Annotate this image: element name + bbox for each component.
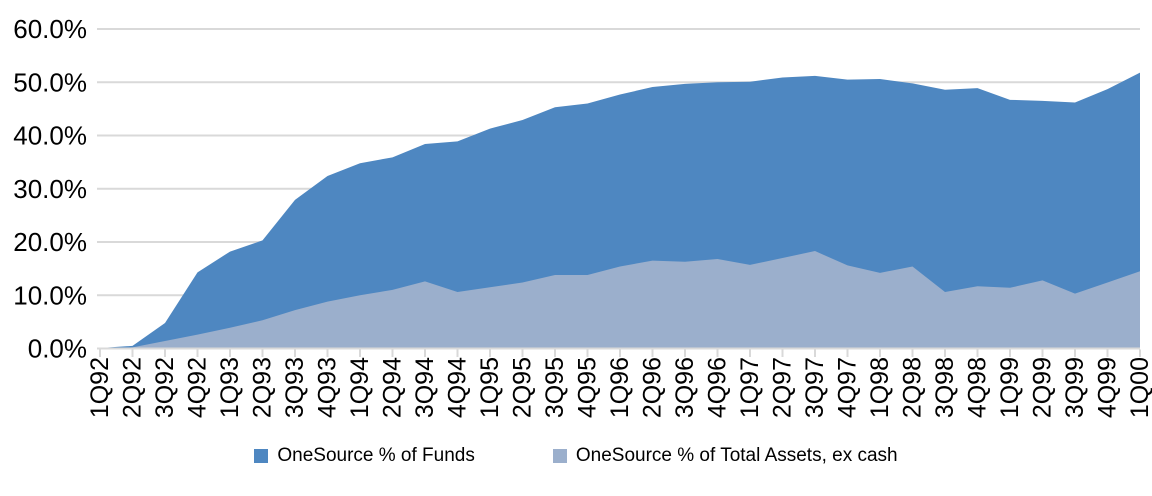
x-tick-label: 4Q92 (184, 357, 212, 418)
x-tick-label: 2Q97 (769, 357, 797, 418)
y-tick-label: 40.0% (13, 121, 87, 151)
x-tick-label: 3Q96 (671, 357, 699, 418)
x-tick-label: 3Q97 (801, 357, 829, 418)
area-chart: 0.0%10.0%20.0%30.0%40.0%50.0%60.0%1Q92 2Q… (13, 14, 1152, 418)
series-area-assets (100, 251, 1140, 349)
x-tick-label: 4Q97 (834, 357, 862, 418)
legend-swatch-assets-icon (552, 449, 567, 463)
x-tick-label: 4Q93 (314, 357, 342, 418)
x-tick-label: 1Q96 (606, 357, 634, 418)
x-tick-label: 1Q98 (866, 357, 894, 418)
x-tick-label: 2Q93 (249, 357, 277, 418)
legend-label-funds: OneSource % of Funds (277, 445, 475, 466)
legend-item-assets: OneSource % of Total Assets, ex cash (552, 445, 898, 467)
y-tick-label: 10.0% (13, 280, 87, 310)
x-tick-label: 1Q97 (736, 357, 764, 418)
legend-label-assets: OneSource % of Total Assets, ex cash (575, 445, 898, 466)
legend-swatch-funds-icon (254, 449, 269, 463)
x-tick-label: 3Q95 (541, 357, 569, 418)
x-tick-label: 1Q00 (1126, 357, 1152, 418)
x-tick-label: 4Q95 (574, 357, 602, 418)
x-tick-label: 3Q94 (411, 357, 439, 418)
x-tick-label: 2Q98 (899, 357, 927, 418)
x-tick-label: 1Q95 (476, 357, 504, 418)
y-tick-label: 60.0% (13, 14, 87, 44)
y-tick-label: 20.0% (13, 227, 87, 257)
x-tick-label: 3Q92 (151, 357, 179, 418)
legend-item-funds: OneSource % of Funds (254, 445, 475, 467)
x-tick-label: 1Q92 (86, 357, 114, 418)
x-tick-label: 2Q92 (119, 357, 147, 418)
chart-legend: OneSource % of Funds OneSource % of Tota… (0, 441, 1152, 471)
x-tick-label: 1Q93 (216, 357, 244, 418)
x-tick-label: 2Q94 (379, 357, 407, 418)
x-tick-label: 4Q96 (704, 357, 732, 418)
y-tick-label: 0.0% (28, 334, 87, 364)
x-tick-label: 4Q94 (444, 357, 472, 418)
x-tick-label: 2Q99 (1029, 357, 1057, 418)
y-tick-label: 30.0% (13, 174, 87, 204)
x-tick-label: 4Q99 (1094, 357, 1122, 418)
x-tick-label: 4Q98 (964, 357, 992, 418)
x-tick-label: 1Q99 (996, 357, 1024, 418)
x-tick-label: 3Q98 (931, 357, 959, 418)
y-tick-label: 50.0% (13, 67, 87, 97)
x-tick-label: 3Q93 (281, 357, 309, 418)
x-tick-label: 1Q94 (346, 357, 374, 418)
x-tick-label: 2Q95 (509, 357, 537, 418)
x-tick-label: 2Q96 (639, 357, 667, 418)
x-tick-label: 3Q99 (1061, 357, 1089, 418)
